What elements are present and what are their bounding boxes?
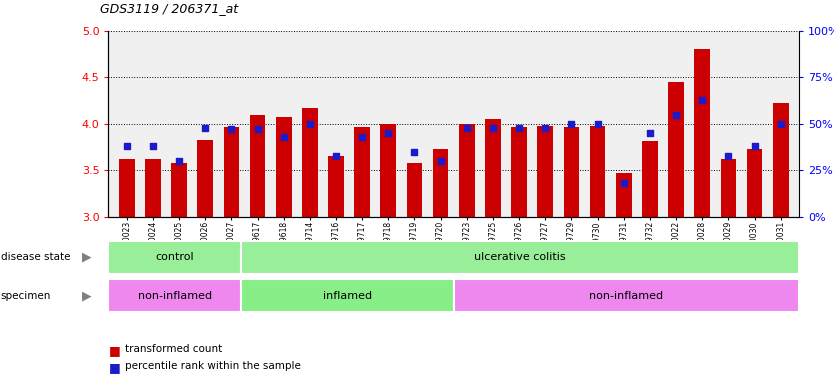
Point bbox=[408, 149, 421, 155]
Point bbox=[696, 96, 709, 103]
Point bbox=[382, 130, 395, 136]
Bar bbox=[198, 140, 213, 217]
Point bbox=[486, 124, 500, 131]
Text: specimen: specimen bbox=[1, 291, 51, 301]
Bar bbox=[537, 126, 553, 217]
Bar bbox=[276, 118, 292, 217]
Bar bbox=[171, 163, 187, 217]
Text: percentile rank within the sample: percentile rank within the sample bbox=[125, 361, 301, 371]
Point bbox=[198, 124, 212, 131]
Point bbox=[460, 124, 474, 131]
Bar bbox=[721, 159, 736, 217]
Point bbox=[721, 152, 735, 159]
Bar bbox=[746, 149, 762, 217]
Bar bbox=[668, 82, 684, 217]
Bar bbox=[241, 279, 454, 312]
Bar bbox=[380, 124, 396, 217]
Point bbox=[617, 180, 631, 187]
Text: ▶: ▶ bbox=[82, 289, 92, 302]
Text: transformed count: transformed count bbox=[125, 344, 223, 354]
Text: non-inflamed: non-inflamed bbox=[138, 291, 212, 301]
Bar bbox=[145, 159, 161, 217]
Point bbox=[512, 124, 525, 131]
Point bbox=[277, 134, 290, 140]
Bar bbox=[302, 108, 318, 217]
Point bbox=[539, 124, 552, 131]
Bar bbox=[695, 50, 710, 217]
Bar bbox=[354, 127, 370, 217]
Bar bbox=[615, 173, 631, 217]
Bar bbox=[773, 103, 788, 217]
Bar bbox=[241, 241, 799, 274]
Text: non-inflamed: non-inflamed bbox=[590, 291, 663, 301]
Text: disease state: disease state bbox=[1, 252, 70, 262]
Point bbox=[670, 111, 683, 118]
Point bbox=[173, 158, 186, 164]
Bar bbox=[459, 124, 475, 217]
Point bbox=[251, 126, 264, 132]
Text: ▶: ▶ bbox=[82, 251, 92, 264]
Point bbox=[355, 134, 369, 140]
Bar bbox=[485, 119, 500, 217]
Bar bbox=[564, 127, 580, 217]
Bar bbox=[119, 159, 134, 217]
Bar bbox=[224, 127, 239, 217]
Point bbox=[643, 130, 656, 136]
Point bbox=[329, 152, 343, 159]
Bar bbox=[328, 156, 344, 217]
Point bbox=[304, 121, 317, 127]
Point bbox=[748, 143, 761, 149]
Point bbox=[434, 158, 447, 164]
Point bbox=[146, 143, 159, 149]
Point bbox=[590, 121, 604, 127]
Text: inflamed: inflamed bbox=[323, 291, 372, 301]
Bar bbox=[433, 149, 449, 217]
Bar bbox=[454, 279, 799, 312]
Bar bbox=[511, 127, 527, 217]
Bar bbox=[642, 141, 658, 217]
Text: GDS3119 / 206371_at: GDS3119 / 206371_at bbox=[100, 2, 239, 15]
Text: ■: ■ bbox=[108, 344, 120, 357]
Bar bbox=[249, 114, 265, 217]
Bar bbox=[590, 126, 605, 217]
Bar bbox=[108, 279, 241, 312]
Text: ulcerative colitis: ulcerative colitis bbox=[475, 252, 566, 262]
Text: control: control bbox=[155, 252, 194, 262]
Point bbox=[120, 143, 133, 149]
Point bbox=[774, 121, 787, 127]
Bar bbox=[108, 241, 241, 274]
Point bbox=[565, 121, 578, 127]
Point bbox=[224, 126, 238, 132]
Text: ■: ■ bbox=[108, 361, 120, 374]
Bar bbox=[407, 163, 422, 217]
